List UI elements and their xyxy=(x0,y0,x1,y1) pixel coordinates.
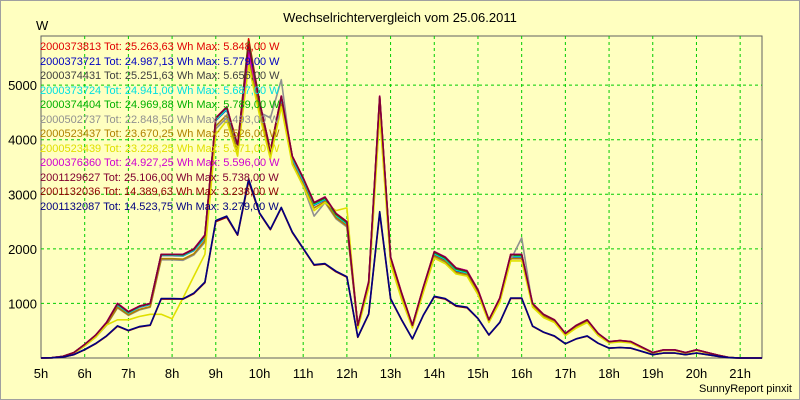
chart-legend: 2000373813 Tot: 25.263,63 Wh Max: 5.848,… xyxy=(40,40,280,214)
legend-entry: 2001132087 Tot: 14.523,75 Wh Max: 3.279,… xyxy=(40,200,279,213)
y-tick-label: 2000 xyxy=(8,242,37,257)
y-tick-label: 3000 xyxy=(8,187,37,202)
legend-entry: 2000523439 Tot: 23.228,25 Wh Max: 5.371,… xyxy=(40,142,280,155)
x-tick-label: 5h xyxy=(34,366,48,381)
series-line-2001129627 xyxy=(40,43,762,359)
y-tick-label: 4000 xyxy=(8,133,37,148)
y-tick-label: 1000 xyxy=(8,296,37,311)
x-tick-label: 16h xyxy=(511,366,533,381)
legend-entry: 2000502737 Tot: 22.848,50 Wh Max: 5.493,… xyxy=(40,113,280,126)
legend-entry: 2001129627 Tot: 25.106,00 Wh Max: 5.738,… xyxy=(40,171,279,184)
x-tick-label: 21h xyxy=(729,366,751,381)
x-tick-label: 14h xyxy=(423,366,445,381)
x-tick-label: 19h xyxy=(642,366,664,381)
x-tick-label: 9h xyxy=(209,366,223,381)
x-tick-label: 12h xyxy=(336,366,358,381)
x-tick-label: 18h xyxy=(598,366,620,381)
legend-entry: 2000523437 Tot: 23.670,25 Wh Max: 5.526,… xyxy=(40,128,280,140)
legend-entry: 2000376360 Tot: 24.927,25 Wh Max: 5.596,… xyxy=(40,157,280,169)
y-tick-label: 5000 xyxy=(8,78,37,93)
footer-credit: SunnyReport pinxit xyxy=(699,383,792,395)
legend-entry: 2000374431 Tot: 25.251,63 Wh Max: 5.656,… xyxy=(40,70,280,82)
x-tick-label: 20h xyxy=(686,366,708,381)
x-tick-label: 17h xyxy=(555,366,577,381)
x-tick-label: 13h xyxy=(380,366,402,381)
y-axis-unit-label: W xyxy=(36,18,49,33)
legend-entry: 2000373724 Tot: 24.941,00 Wh Max: 5.687,… xyxy=(40,84,280,97)
x-tick-label: 8h xyxy=(165,366,179,381)
x-tick-label: 10h xyxy=(249,366,271,381)
x-tick-label: 6h xyxy=(77,366,91,381)
legend-entry: 2000373813 Tot: 25.263,63 Wh Max: 5.848,… xyxy=(40,41,280,53)
series-line-2001132087 xyxy=(40,178,762,359)
x-tick-label: 11h xyxy=(293,366,314,381)
legend-entry: 2000374404 Tot: 24.969,88 Wh Max: 5.789,… xyxy=(40,99,280,111)
chart-title: Wechselrichtervergleich vom 25.06.2011 xyxy=(283,10,517,25)
series-line-2000523439 xyxy=(40,64,762,359)
x-tick-label: 15h xyxy=(467,366,489,381)
legend-entry: 2000373721 Tot: 24.987,13 Wh Max: 5.779,… xyxy=(40,55,280,68)
legend-entry: 2001132036 Tot: 14.389,63 Wh Max: 3.238,… xyxy=(40,186,279,198)
x-tick-label: 7h xyxy=(121,366,135,381)
plot-area xyxy=(40,35,763,359)
